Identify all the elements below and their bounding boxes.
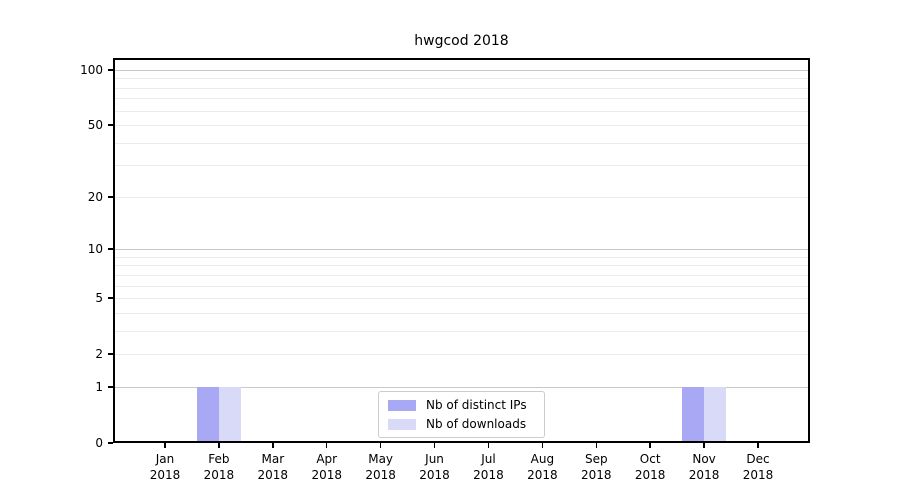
major-gridline bbox=[115, 249, 808, 251]
y-tick-label: 2 bbox=[95, 347, 103, 362]
x-tick-year: 2018 bbox=[365, 468, 396, 482]
x-tick-month: Sep bbox=[584, 452, 608, 466]
x-tick-label: Nov 2018 bbox=[674, 451, 734, 483]
x-tick-year: 2018 bbox=[527, 468, 558, 482]
x-tick-year: 2018 bbox=[634, 468, 666, 482]
minor-gridline bbox=[115, 125, 808, 127]
x-tick-month: Apr bbox=[316, 452, 338, 466]
bar-downloads bbox=[218, 386, 241, 441]
x-tick bbox=[757, 443, 759, 448]
x-tick-month: Aug bbox=[530, 452, 555, 466]
x-tick bbox=[164, 443, 166, 448]
legend: Nb of distinct IPs Nb of downloads bbox=[378, 391, 545, 438]
x-tick-month: Dec bbox=[746, 452, 770, 466]
y-tick bbox=[108, 353, 113, 355]
bar-downloads bbox=[704, 386, 727, 441]
y-tick-label: 100 bbox=[80, 62, 103, 77]
x-tick-year: 2018 bbox=[580, 468, 612, 482]
x-tick-year: 2018 bbox=[419, 468, 450, 482]
y-tick bbox=[108, 69, 113, 71]
x-tick-year: 2018 bbox=[257, 468, 289, 482]
x-tick-month: Nov bbox=[692, 452, 716, 466]
minor-gridline bbox=[115, 142, 808, 144]
x-tick bbox=[649, 443, 651, 448]
y-tick bbox=[108, 297, 113, 299]
x-tick-label: Apr 2018 bbox=[297, 451, 357, 483]
minor-gridline bbox=[115, 354, 808, 356]
legend-item-downloads: Nb of downloads bbox=[388, 417, 535, 431]
minor-gridline bbox=[115, 330, 808, 332]
y-tick bbox=[108, 248, 113, 250]
x-tick-label: Aug 2018 bbox=[512, 451, 572, 483]
x-tick-label: Jun 2018 bbox=[405, 451, 465, 483]
y-tick-label: 10 bbox=[87, 242, 103, 257]
x-tick-month: Jun bbox=[425, 452, 444, 466]
x-tick-month: Jul bbox=[481, 452, 496, 466]
minor-gridline bbox=[115, 78, 808, 80]
x-tick-label: Jan 2018 bbox=[135, 451, 195, 483]
x-tick-year: 2018 bbox=[203, 468, 235, 482]
y-tick bbox=[108, 196, 113, 198]
x-tick-label: Oct 2018 bbox=[620, 451, 680, 483]
minor-gridline bbox=[115, 274, 808, 276]
x-tick bbox=[595, 443, 597, 448]
y-tick-label: 5 bbox=[95, 291, 103, 306]
minor-gridline bbox=[115, 196, 808, 198]
minor-gridline bbox=[115, 110, 808, 112]
y-tick bbox=[108, 124, 113, 126]
x-tick bbox=[218, 443, 220, 448]
x-tick bbox=[433, 443, 436, 448]
minor-gridline bbox=[115, 312, 808, 314]
x-tick-label: Feb 2018 bbox=[189, 451, 249, 483]
x-tick bbox=[326, 443, 328, 448]
x-tick bbox=[487, 443, 490, 448]
y-tick-label: 20 bbox=[87, 189, 103, 204]
x-tick-label: Sep 2018 bbox=[566, 451, 626, 483]
x-tick-label: Dec 2018 bbox=[728, 451, 788, 483]
x-tick-label: Mar 2018 bbox=[243, 451, 303, 483]
x-tick-label: May 2018 bbox=[351, 451, 411, 483]
x-tick-label: Jul 2018 bbox=[458, 451, 518, 483]
x-tick-month: May bbox=[368, 452, 394, 466]
legend-item-distinct-ips: Nb of distinct IPs bbox=[388, 398, 535, 412]
x-tick bbox=[703, 443, 705, 448]
x-tick bbox=[272, 443, 274, 448]
minor-gridline bbox=[115, 298, 808, 300]
x-tick-month: Oct bbox=[639, 452, 661, 466]
x-tick bbox=[379, 443, 382, 448]
x-tick-year: 2018 bbox=[688, 468, 720, 482]
minor-gridline bbox=[115, 165, 808, 167]
minor-gridline bbox=[115, 98, 808, 100]
minor-gridline bbox=[115, 256, 808, 258]
x-tick-month: Jan bbox=[155, 452, 175, 466]
major-gridline bbox=[115, 69, 808, 71]
minor-gridline bbox=[115, 87, 808, 89]
y-tick bbox=[108, 442, 113, 444]
legend-label-downloads: Nb of downloads bbox=[426, 417, 527, 431]
major-gridline bbox=[115, 386, 808, 388]
x-tick-year: 2018 bbox=[149, 468, 181, 482]
bar-distinct-ips bbox=[682, 386, 705, 441]
bar-distinct-ips bbox=[196, 386, 219, 441]
minor-gridline bbox=[115, 285, 808, 287]
chart-title: hwgcod 2018 bbox=[414, 33, 509, 49]
legend-label-distinct-ips: Nb of distinct IPs bbox=[426, 398, 527, 412]
y-tick-label: 50 bbox=[87, 118, 103, 133]
x-tick bbox=[541, 443, 544, 448]
legend-swatch-downloads-icon bbox=[388, 418, 416, 430]
x-tick-year: 2018 bbox=[311, 468, 342, 482]
y-tick-label: 1 bbox=[95, 379, 103, 394]
x-tick-year: 2018 bbox=[742, 468, 774, 482]
legend-swatch-distinct-ips-icon bbox=[388, 399, 416, 411]
x-tick-month: Mar bbox=[261, 452, 285, 466]
x-tick-year: 2018 bbox=[473, 468, 504, 482]
x-tick-month: Feb bbox=[208, 452, 230, 466]
y-tick-label: 0 bbox=[95, 436, 103, 450]
y-tick bbox=[108, 386, 113, 388]
minor-gridline bbox=[115, 265, 808, 267]
plot-area: Nb of distinct IPs Nb of downloads bbox=[113, 58, 810, 443]
